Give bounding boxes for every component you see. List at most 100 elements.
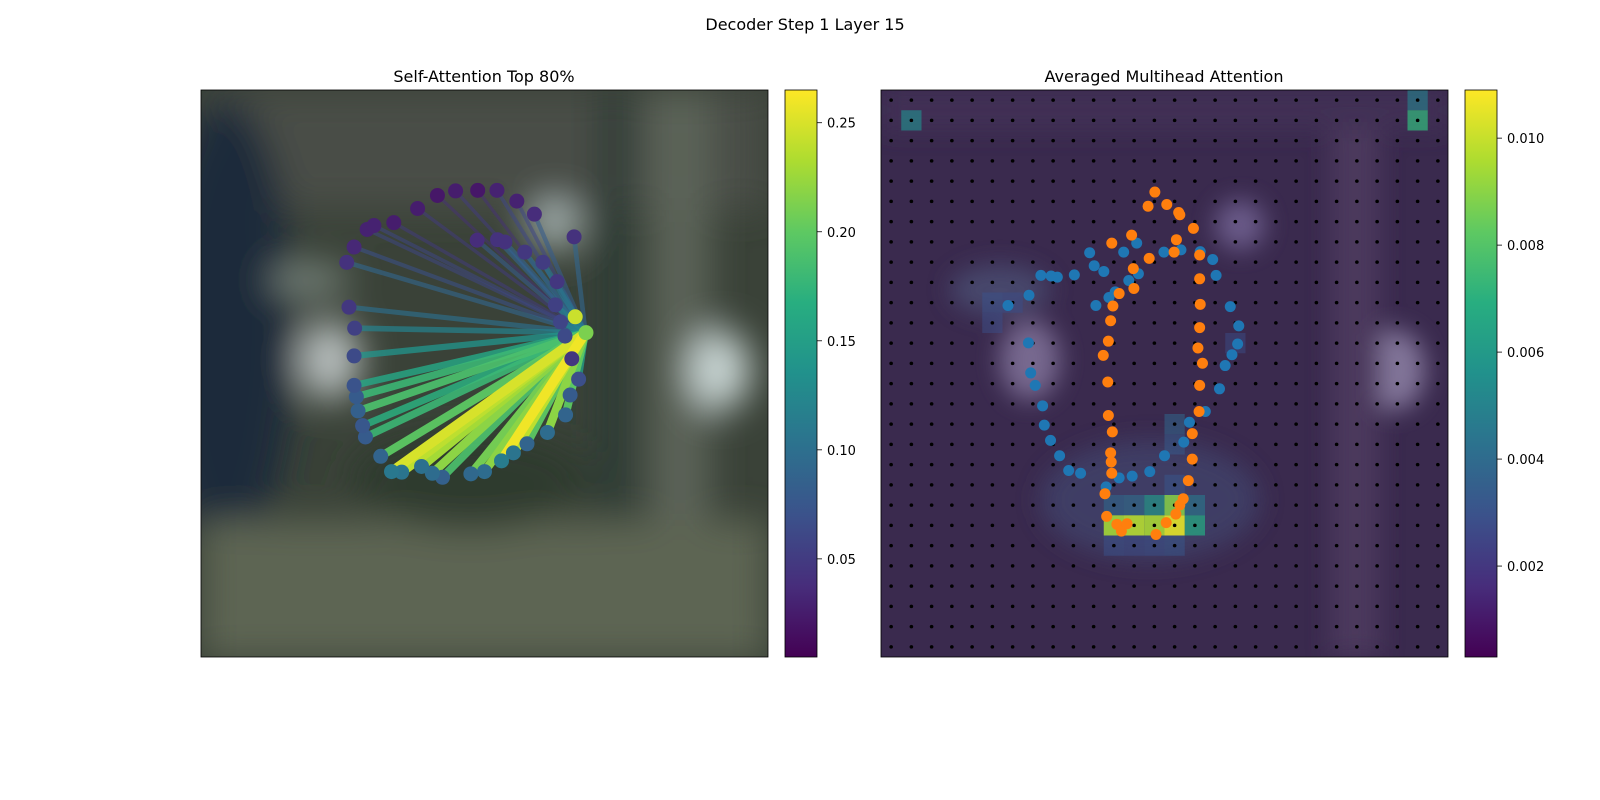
grid-dot (950, 280, 954, 285)
grid-dot (1051, 604, 1055, 609)
grid-dot (889, 402, 893, 406)
grid-dot (970, 422, 974, 426)
grid-dot (1436, 543, 1440, 548)
grid-dot (1395, 543, 1400, 548)
series-point (1090, 299, 1102, 311)
grid-dot (1010, 321, 1015, 325)
grid-dot (990, 543, 995, 548)
grid-dot (889, 361, 893, 366)
grid-dot (950, 159, 954, 163)
grid-dot (1112, 98, 1116, 102)
grid-dot (1334, 584, 1339, 588)
grid-dot (1010, 645, 1015, 649)
grid-dot (1172, 118, 1177, 123)
grid-dot (1375, 361, 1379, 366)
grid-dot (1415, 98, 1420, 102)
grid-dot (1051, 543, 1055, 548)
grid-dot (1355, 98, 1359, 102)
grid-dot (1415, 564, 1420, 568)
grid-dot (1334, 118, 1339, 123)
grid-dot (1294, 240, 1298, 244)
series-point (1128, 282, 1140, 294)
grid-dot (1152, 564, 1157, 568)
grid-dot (1334, 179, 1339, 183)
grid-dot (1314, 341, 1319, 345)
grid-dot (889, 98, 893, 102)
grid-dot (1253, 138, 1258, 143)
grid-dot (1314, 361, 1319, 366)
contour-point (424, 465, 440, 481)
grid-dot (1071, 564, 1076, 568)
series-point (1099, 488, 1111, 500)
grid-dot (1355, 564, 1359, 568)
grid-dot (1233, 381, 1238, 386)
grid-dot (909, 543, 914, 548)
grid-dot (1112, 361, 1116, 366)
series-point (1210, 269, 1222, 281)
grid-dot (1314, 240, 1319, 244)
contour-point (357, 429, 373, 445)
grid-dot (1051, 219, 1055, 224)
grid-dot (950, 260, 954, 264)
grid-dot (1436, 523, 1440, 528)
series-point (1183, 416, 1195, 428)
series-point (1159, 450, 1170, 462)
grid-dot (1274, 381, 1278, 386)
grid-dot (929, 402, 934, 406)
grid-dot (1172, 442, 1177, 447)
grid-dot (1132, 503, 1136, 507)
series-point (1113, 288, 1125, 300)
grid-dot (1152, 442, 1157, 447)
grid-dot (909, 503, 914, 507)
grid-dot (1274, 604, 1278, 609)
grid-dot (909, 584, 914, 588)
grid-dot (1193, 361, 1197, 366)
contour-series (1002, 186, 1245, 541)
grid-dot (889, 118, 893, 123)
grid-dot (1051, 361, 1055, 366)
grid-dot (1395, 361, 1400, 366)
grid-dot (889, 300, 893, 305)
grid-dot (1395, 584, 1400, 588)
grid-dot (1253, 300, 1258, 305)
grid-dot (990, 422, 995, 426)
grid-dot (990, 300, 995, 305)
grid-dot (1314, 219, 1319, 224)
grid-dot (1193, 584, 1197, 588)
grid-dot (1395, 624, 1400, 629)
grid-dot (1375, 604, 1379, 609)
grid-dot (1314, 280, 1319, 285)
grid-dot (1172, 402, 1177, 406)
grid-dot (1294, 645, 1298, 649)
grid-dot (1314, 645, 1319, 649)
grid-dot (1010, 361, 1015, 366)
grid-dot (1071, 179, 1076, 183)
grid-dot (1436, 361, 1440, 366)
grid-dot (1355, 361, 1359, 366)
grid-dot (1233, 503, 1238, 507)
grid-dot (909, 341, 914, 345)
grid-dot (970, 280, 974, 285)
grid-dot (1031, 118, 1035, 123)
grid-dot (1436, 564, 1440, 568)
grid-dot (1274, 321, 1278, 325)
grid-dot (1193, 564, 1197, 568)
attention-edge (571, 236, 588, 333)
grid-dot (1112, 199, 1116, 204)
grid-dot (990, 381, 995, 386)
grid-dot (1355, 624, 1359, 629)
series-point (1075, 467, 1087, 479)
grid-dot (1213, 381, 1217, 386)
grid-dot (1071, 381, 1076, 386)
grid-dot (970, 179, 974, 183)
grid-dot (950, 219, 954, 224)
grid-dot (1010, 503, 1015, 507)
grid-dot (1112, 483, 1116, 487)
grid-dot (1314, 179, 1319, 183)
grid-dot (1436, 179, 1440, 183)
grid-dot (950, 543, 954, 548)
grid-dot (1071, 341, 1076, 345)
grid-dot (1274, 179, 1278, 183)
grid-dot (1071, 219, 1076, 224)
grid-dot (1294, 422, 1298, 426)
